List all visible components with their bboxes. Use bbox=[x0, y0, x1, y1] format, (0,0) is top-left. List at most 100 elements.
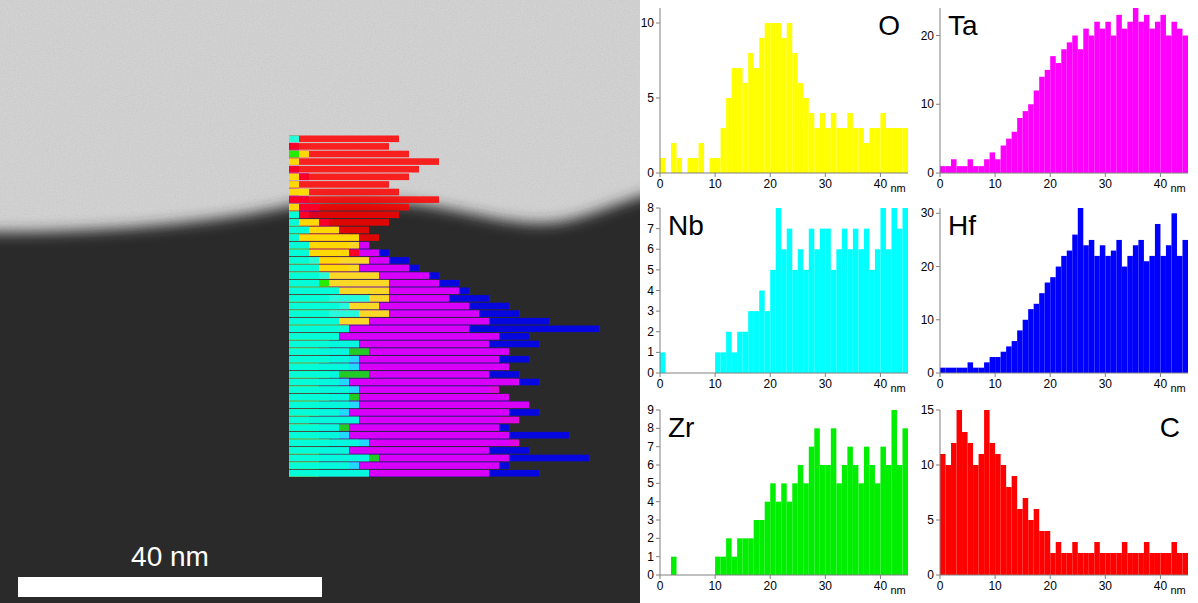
bar bbox=[1017, 118, 1023, 173]
bar bbox=[765, 502, 771, 575]
x-tick-label: 30 bbox=[819, 177, 833, 191]
y-tick-label: 4 bbox=[647, 284, 654, 298]
y-tick-label: 5 bbox=[647, 263, 654, 277]
y-tick bbox=[936, 213, 940, 214]
bar bbox=[1100, 29, 1106, 173]
bar bbox=[1127, 22, 1133, 173]
bar bbox=[869, 128, 875, 173]
x-tick-label: 40 bbox=[1154, 177, 1168, 191]
bar bbox=[1034, 91, 1040, 174]
bar bbox=[897, 128, 903, 173]
y-tick-label: 10 bbox=[921, 97, 935, 111]
bar bbox=[715, 352, 721, 373]
panel-title: Ta bbox=[948, 10, 978, 41]
panel: 0510010203040nmO bbox=[641, 8, 908, 194]
overlay-bar bbox=[289, 257, 389, 264]
y-tick-label: 6 bbox=[647, 242, 654, 256]
y-tick bbox=[656, 173, 660, 174]
bar bbox=[1083, 29, 1089, 173]
y-tick bbox=[656, 352, 660, 353]
bar bbox=[951, 159, 957, 173]
bar bbox=[765, 23, 771, 173]
overlay-bar bbox=[289, 265, 359, 272]
overlay-bar bbox=[289, 136, 299, 143]
overlay-bar bbox=[289, 158, 299, 165]
overlay-bar bbox=[289, 303, 349, 310]
overlay-bar bbox=[289, 158, 439, 165]
bar bbox=[1116, 15, 1122, 173]
overlay-bar bbox=[289, 326, 599, 333]
overlay-bar bbox=[289, 386, 499, 393]
bar bbox=[875, 249, 881, 373]
overlay-bar bbox=[289, 303, 379, 310]
overlay-bar bbox=[289, 470, 489, 477]
overlay-bar bbox=[289, 333, 529, 340]
overlay-bar bbox=[289, 151, 290, 158]
x-axis bbox=[660, 173, 908, 174]
y-axis bbox=[660, 410, 661, 575]
bar bbox=[792, 483, 798, 575]
y-tick-label: 0 bbox=[647, 366, 654, 380]
x-axis bbox=[660, 373, 908, 374]
bar bbox=[1094, 542, 1100, 575]
bar bbox=[891, 128, 897, 173]
bar bbox=[1056, 63, 1062, 173]
overlay-bar bbox=[289, 379, 519, 386]
bar bbox=[858, 249, 864, 373]
overlay-bar bbox=[289, 174, 299, 181]
panel-title: Hf bbox=[948, 210, 976, 241]
overlay-bar bbox=[289, 462, 499, 469]
overlay-bar bbox=[289, 166, 290, 173]
bar bbox=[1050, 277, 1056, 373]
panel: 0102030010203040nmHf bbox=[921, 206, 1188, 394]
bar bbox=[1050, 56, 1056, 173]
overlay-bar bbox=[289, 272, 439, 279]
overlay-bar bbox=[289, 394, 509, 401]
overlay-bar bbox=[289, 227, 339, 234]
overlay-bar bbox=[289, 318, 489, 325]
overlay-bar bbox=[289, 265, 419, 272]
bar bbox=[1061, 553, 1067, 575]
bar bbox=[902, 128, 908, 173]
bar bbox=[946, 166, 952, 173]
bar bbox=[1034, 304, 1040, 373]
overlay-bar bbox=[289, 234, 379, 241]
panel: 0123456789010203040nmZr bbox=[647, 403, 908, 596]
overlay-bar bbox=[289, 288, 339, 295]
bar bbox=[809, 229, 815, 373]
y-tick-label: 0 bbox=[647, 568, 654, 582]
bar bbox=[726, 332, 732, 373]
bar bbox=[1138, 553, 1144, 575]
bar bbox=[1100, 553, 1106, 575]
bar bbox=[1001, 352, 1007, 373]
x-axis bbox=[940, 173, 1188, 174]
bars bbox=[671, 410, 908, 575]
bar bbox=[770, 270, 776, 373]
overlay-bar bbox=[289, 136, 399, 143]
y-tick bbox=[656, 410, 660, 411]
overlay-bar bbox=[289, 265, 319, 272]
overlay-bar bbox=[289, 364, 359, 371]
scale-bar bbox=[18, 577, 322, 597]
x-tick-label: 30 bbox=[819, 579, 833, 593]
bar bbox=[787, 229, 793, 373]
bar bbox=[995, 454, 1001, 575]
bar bbox=[1034, 509, 1040, 575]
overlay-bar bbox=[289, 189, 290, 196]
x-tick-label: 20 bbox=[1044, 177, 1058, 191]
bar bbox=[732, 68, 738, 173]
overlay-bar bbox=[289, 310, 359, 317]
bar bbox=[1061, 49, 1067, 173]
bar bbox=[1149, 256, 1155, 373]
overlay-bar bbox=[289, 219, 299, 226]
overlay-bar bbox=[289, 227, 339, 234]
bar bbox=[880, 113, 886, 173]
panel: 051015010203040nmC bbox=[921, 403, 1188, 596]
bar bbox=[842, 229, 848, 373]
overlay-bar bbox=[289, 189, 290, 196]
bar bbox=[1160, 15, 1166, 173]
overlay-bar bbox=[289, 174, 290, 181]
overlay-bar bbox=[289, 181, 299, 188]
overlay-bar bbox=[289, 470, 539, 477]
y-tick bbox=[656, 311, 660, 312]
